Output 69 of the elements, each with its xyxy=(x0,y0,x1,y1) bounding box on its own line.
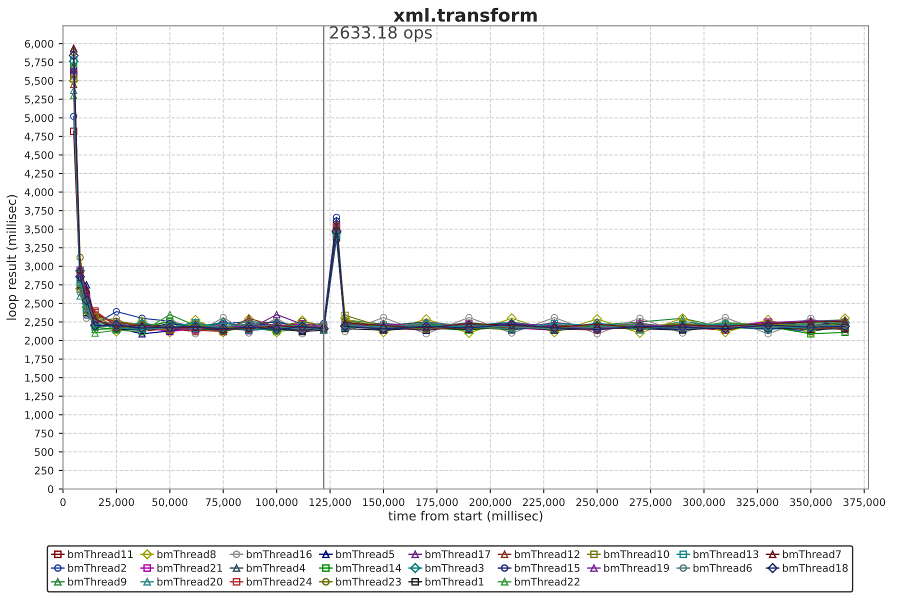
x-tick-label: 375,000 xyxy=(843,498,886,508)
legend-label: bmThread7 xyxy=(782,550,841,558)
y-tick-label: 4,250 xyxy=(24,170,54,179)
y-tick-label: 4,500 xyxy=(24,151,54,160)
x-tick-label: 25,000 xyxy=(98,498,134,508)
x-tick-label: 200,000 xyxy=(470,498,512,508)
y-tick-label: 5,750 xyxy=(24,58,54,68)
x-tick-label: 175,000 xyxy=(416,498,458,508)
x-tick-label: 150,000 xyxy=(363,498,404,508)
x-tick-label: 0 xyxy=(60,498,66,506)
y-tick-label: 5,500 xyxy=(24,76,54,86)
y-tick-label: 4,750 xyxy=(24,132,54,142)
legend-label: bmThread6 xyxy=(694,564,752,572)
legend-label: bmThread10 xyxy=(604,550,670,558)
y-tick-label: 1,500 xyxy=(25,374,54,383)
y-tick-label: 4,000 xyxy=(24,188,54,198)
y-tick-label: 2,750 xyxy=(24,281,54,290)
legend-label: bmThread11 xyxy=(68,550,133,558)
x-tick-label: 275,000 xyxy=(630,498,672,508)
y-tick-label: 1,250 xyxy=(25,392,54,402)
x-tick-label: 75,000 xyxy=(206,498,241,508)
x-tick-label: 125,000 xyxy=(310,498,351,508)
legend-label: bmThread20 xyxy=(157,578,222,586)
x-tick-label: 100,000 xyxy=(256,498,298,508)
legend-label: bmThread23 xyxy=(336,578,401,586)
legend-label: bmThread3 xyxy=(426,564,484,572)
y-tick-label: 500 xyxy=(34,448,54,456)
legend-label: bmThread17 xyxy=(426,550,490,558)
legend-label: bmThread8 xyxy=(157,550,216,558)
y-tick-label: 3,000 xyxy=(24,262,54,272)
x-tick-label: 300,000 xyxy=(683,498,725,508)
y-tick-label: 2,500 xyxy=(24,300,54,309)
y-tick-label: 3,500 xyxy=(24,225,54,234)
legend-label: bmThread5 xyxy=(336,550,394,558)
legend-label: bmThread22 xyxy=(514,578,580,586)
legend-label: bmThread24 xyxy=(246,578,312,586)
chart-title: xml.transform xyxy=(394,8,537,22)
x-tick-label: 325,000 xyxy=(736,498,778,508)
legend-label: bmThread19 xyxy=(604,564,669,572)
y-axis-title: loop result (millisec) xyxy=(6,195,19,320)
y-tick-label: 5,000 xyxy=(24,114,54,124)
legend-label: bmThread15 xyxy=(514,564,580,572)
y-tick-label: 1,000 xyxy=(25,410,54,420)
y-tick-label: 2,000 xyxy=(24,336,54,346)
x-tick-label: 250,000 xyxy=(576,498,618,508)
x-tick-label: 350,000 xyxy=(790,498,832,508)
y-tick-label: 2,250 xyxy=(24,318,54,328)
x-axis-title: time from start (millisec) xyxy=(388,510,542,522)
legend-label: bmThread14 xyxy=(336,564,402,572)
y-tick-label: 0 xyxy=(48,485,54,494)
y-tick-label: 750 xyxy=(34,430,54,438)
y-tick-label: 250 xyxy=(34,466,54,475)
legend-label: bmThread1 xyxy=(426,578,484,586)
legend-label: bmThread4 xyxy=(246,564,306,572)
y-tick-label: 5,250 xyxy=(24,96,54,104)
x-tick-label: 50,000 xyxy=(152,498,188,508)
legend-label: bmThread13 xyxy=(694,550,758,558)
ref-line-label: 2633.18 ops xyxy=(330,26,432,42)
legend-label: bmThread12 xyxy=(514,550,580,558)
legend-label: bmThread16 xyxy=(246,550,312,558)
x-tick-label: 225,000 xyxy=(522,498,565,508)
y-tick-label: 3,250 xyxy=(24,244,54,253)
legend-label: bmThread9 xyxy=(68,578,126,586)
legend-label: bmThread21 xyxy=(157,564,222,572)
y-tick-label: 1,750 xyxy=(25,355,54,364)
legend-label: bmThread2 xyxy=(68,564,126,572)
y-tick-label: 6,000 xyxy=(24,40,54,49)
legend-label: bmThread18 xyxy=(782,564,848,572)
y-tick-label: 3,750 xyxy=(24,206,54,216)
